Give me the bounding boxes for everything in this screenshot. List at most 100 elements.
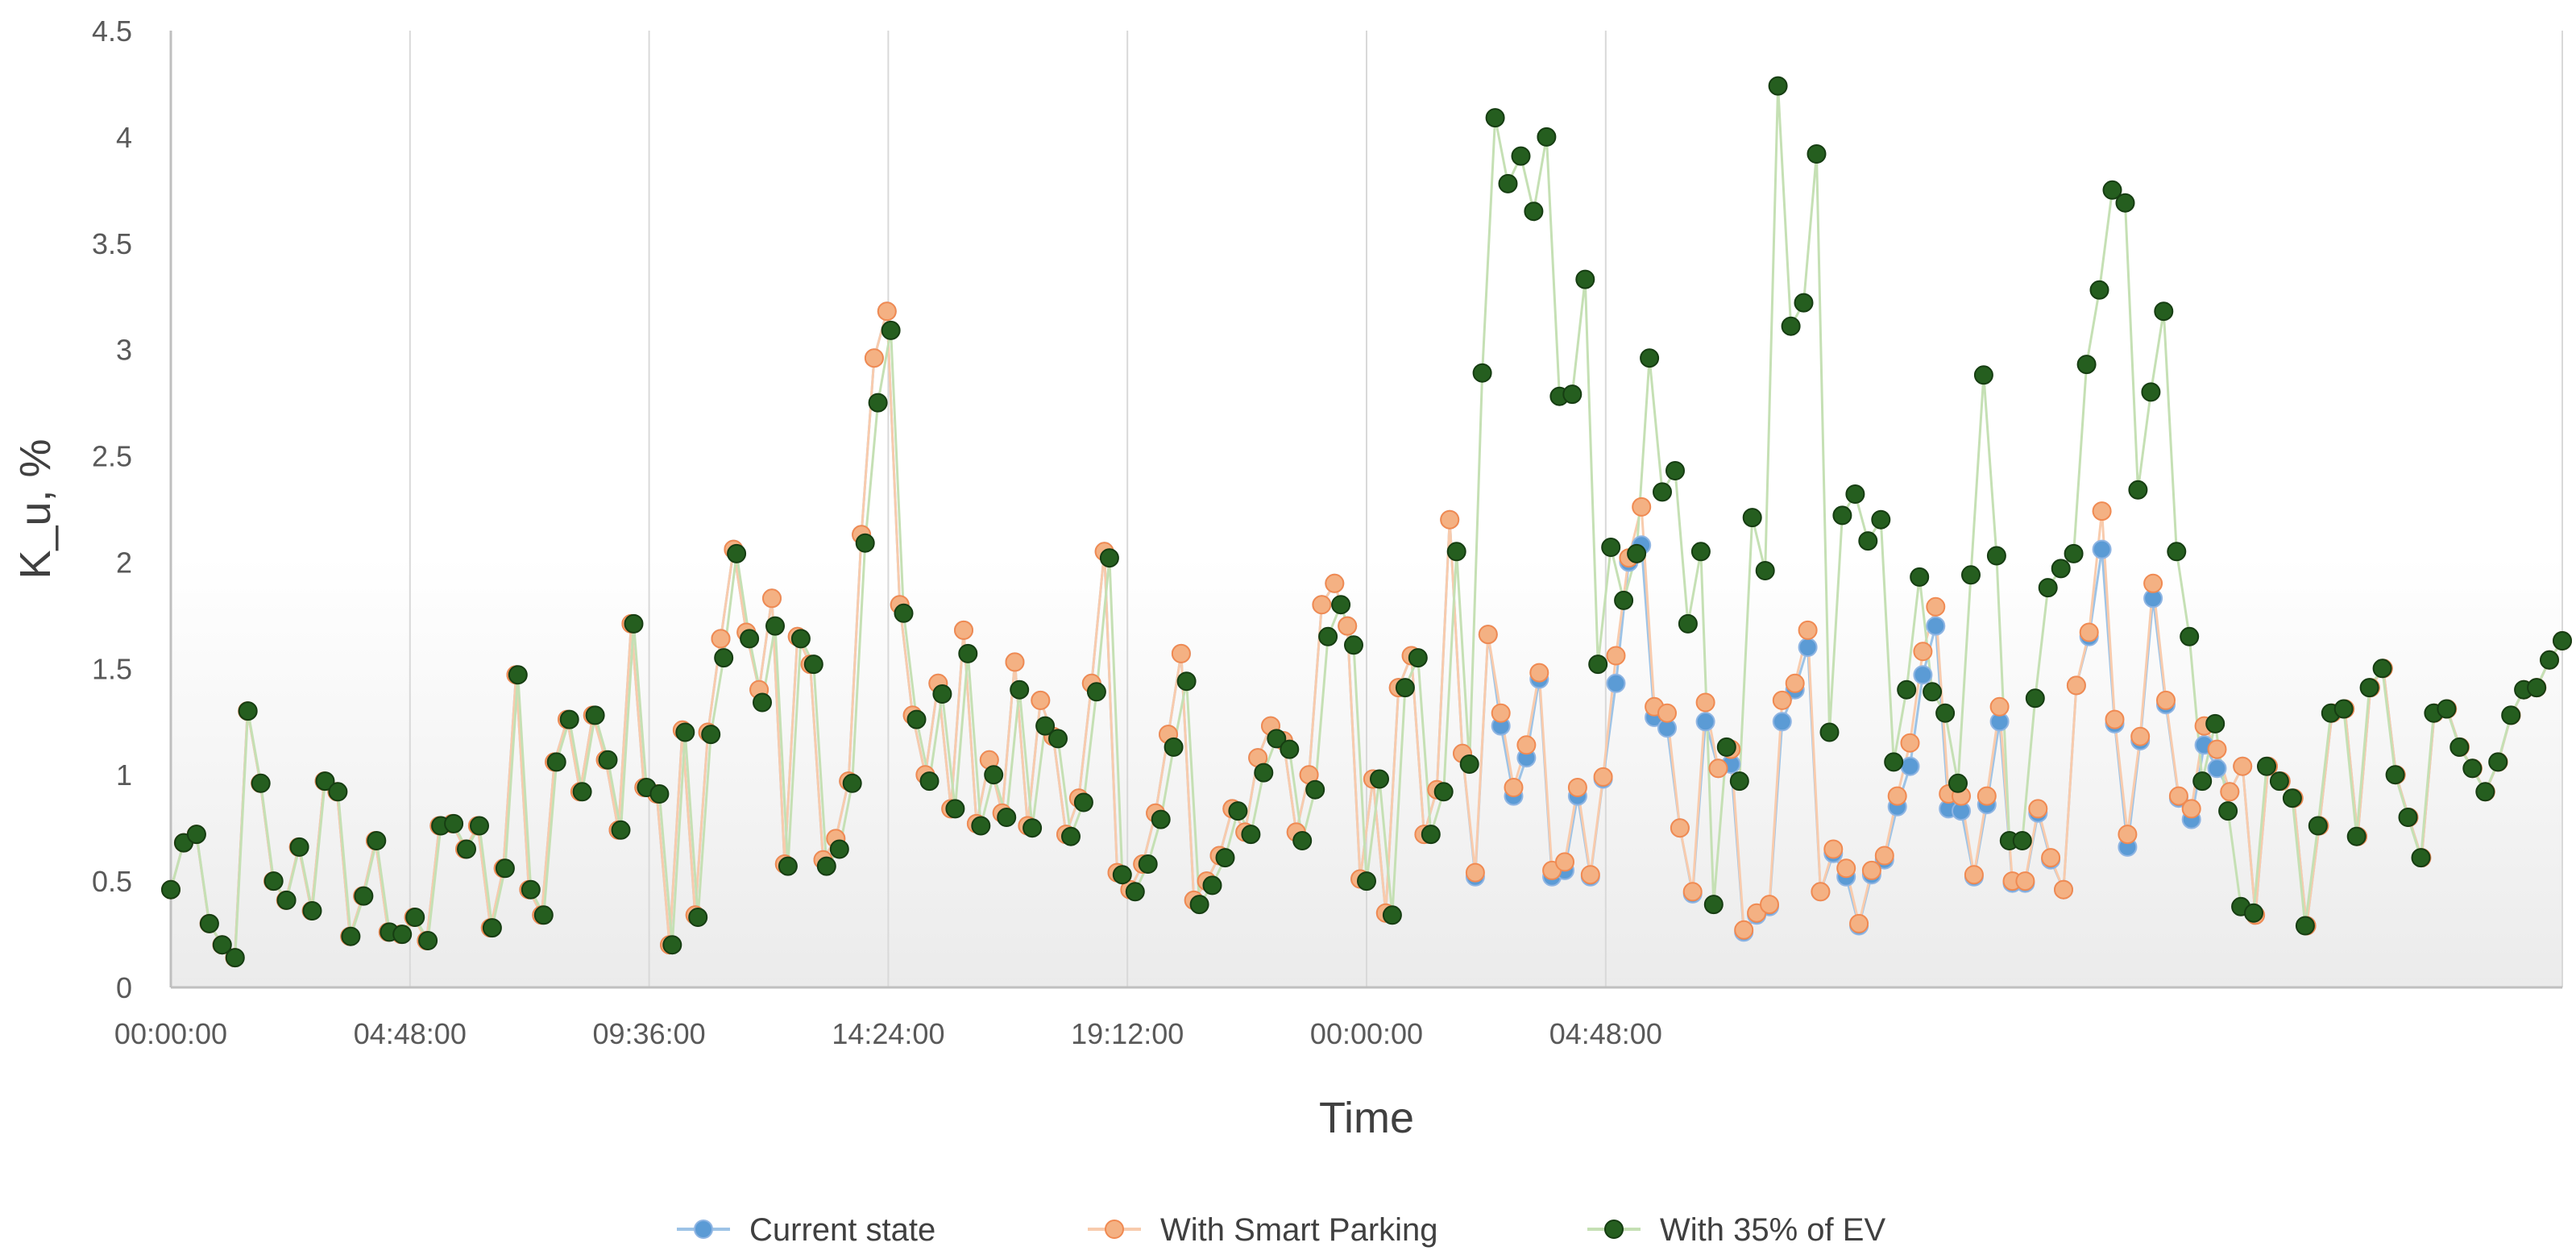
data-point [1913,665,1933,685]
data-point [611,820,631,840]
data-point [2105,709,2125,729]
data-point [1781,316,1801,336]
data-point [753,692,772,713]
data-point [1785,673,1805,693]
data-point [1524,202,1544,222]
data-point [392,925,413,945]
data-point [1031,690,1051,710]
data-point [405,908,425,927]
x-axis-title: Time [1319,1094,1414,1142]
data-point [1382,905,1402,925]
x-tick-label: 04:48:00 [354,1017,467,1050]
data-point [624,613,644,634]
data-point [1614,590,1634,610]
data-point [1073,792,1093,812]
x-tick-label: 09:36:00 [593,1017,706,1050]
data-point [521,879,541,900]
y-tick-label: 1 [116,758,132,792]
data-point [1977,786,1997,806]
data-point [585,705,605,725]
data-point [1897,679,1917,700]
data-point [2282,788,2302,808]
data-point [1498,173,1518,193]
data-point [894,603,914,623]
data-point [1926,596,1946,617]
data-point [971,816,991,836]
data-point [1408,648,1428,668]
data-point [1593,767,1613,787]
data-point [1632,497,1652,517]
data-point [2076,355,2097,375]
data-point [2269,771,2289,792]
data-point [2092,539,2112,559]
data-point [1627,543,1647,563]
data-point [1485,108,1505,128]
data-point [1657,703,1677,723]
data-point [1861,860,1881,880]
data-point [2181,799,2201,819]
data-point [1923,682,1943,702]
data-point [2372,659,2392,679]
legend-label-2: With 35% of EV [1660,1212,1885,1248]
data-point [762,588,782,609]
y-tick-label: 4 [116,121,132,154]
data-point [1478,625,1498,645]
data-point [251,773,271,793]
data-point [714,648,734,668]
data-point [470,816,489,836]
data-point [1794,293,1814,313]
data-point [1588,655,1608,675]
data-point [2205,713,2225,733]
data-point [2462,758,2483,779]
data-point [1086,682,1106,702]
data-point [2192,771,2213,792]
data-point [2553,631,2572,650]
data-point [1845,484,1865,504]
data-point [1935,703,1956,723]
data-point [2118,825,2138,845]
data-point [2154,301,2174,322]
data-point [2054,879,2073,900]
data-point [1312,595,1332,615]
data-point [1986,546,2006,566]
data-point [2156,690,2176,710]
data-point [2064,543,2084,563]
data-point [2092,501,2112,522]
data-point [868,393,888,413]
data-point [1164,737,1184,757]
axes [169,31,2562,989]
y-tick-label: 3.5 [92,227,132,260]
data-point [1874,846,1894,866]
data-point [2012,831,2032,850]
data-point [919,771,940,792]
data-point [675,722,695,742]
data-point [1755,561,1775,580]
data-point [1318,626,1338,646]
data-point [2244,903,2263,923]
data-point [1887,786,1907,806]
data-point [958,643,978,663]
data-point [1440,509,1460,530]
data-point [186,825,206,845]
data-point [199,913,219,933]
data-point [1305,779,1325,800]
data-point [1504,778,1524,797]
data-point [1061,826,1081,846]
data-point [2220,782,2240,802]
data-point [1511,146,1531,166]
x-tick-label: 00:00:00 [114,1017,227,1050]
data-point [2308,816,2328,836]
data-point [1459,754,1479,774]
data-point [367,831,387,850]
data-point [1491,703,1511,723]
data-point [1734,920,1754,940]
data-point [1228,801,1248,821]
data-point [1665,461,1685,480]
data-point [1606,673,1626,693]
data-point [1653,482,1672,502]
data-point [263,871,284,891]
x-tick-label: 00:00:00 [1310,1017,1423,1050]
data-point [418,931,438,950]
data-point [1138,854,1158,874]
